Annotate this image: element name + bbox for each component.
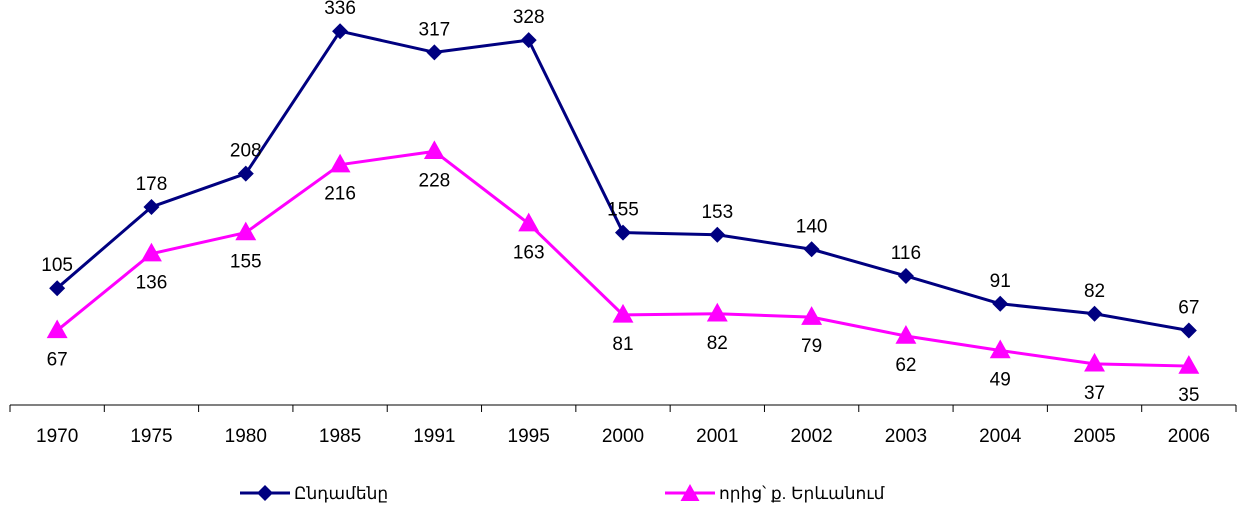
data-label: 62 — [895, 355, 916, 376]
data-label: 163 — [513, 243, 545, 264]
data-point-diamond — [709, 226, 726, 243]
data-label: 336 — [324, 0, 356, 19]
data-point-triangle — [141, 242, 162, 262]
data-point-triangle — [518, 212, 540, 232]
data-label: 328 — [513, 7, 545, 28]
data-point-diamond — [897, 267, 914, 284]
data-label: 178 — [136, 174, 168, 195]
x-tick-label: 1975 — [130, 426, 172, 447]
data-label: 136 — [136, 273, 168, 294]
data-point-diamond — [143, 198, 160, 215]
data-label: 155 — [230, 252, 262, 273]
x-tick-label: 2000 — [602, 426, 644, 447]
data-label: 228 — [419, 170, 451, 191]
data-point-triangle — [235, 221, 257, 241]
data-point-triangle — [706, 302, 728, 322]
x-tick-label: 2005 — [1073, 426, 1115, 447]
data-point-triangle — [989, 339, 1011, 359]
data-point-diamond — [332, 23, 349, 40]
legend-label: Ընդամենը — [294, 484, 388, 503]
data-point-triangle — [329, 153, 351, 173]
data-label: 82 — [1084, 281, 1105, 302]
data-label: 37 — [1084, 383, 1105, 404]
data-label: 153 — [701, 202, 733, 223]
data-point-diamond — [615, 224, 631, 241]
legend-marker-diamond — [257, 485, 273, 501]
data-point-diamond — [49, 280, 66, 297]
x-tick-label: 2006 — [1168, 426, 1210, 447]
series-line-0 — [56, 29, 1190, 332]
data-label: 155 — [607, 200, 639, 221]
x-tick-label: 2004 — [979, 426, 1022, 447]
data-label: 317 — [419, 19, 451, 40]
x-tick-label: 1991 — [413, 426, 455, 447]
data-label: 140 — [796, 216, 828, 237]
x-tick-label: 2001 — [696, 426, 738, 447]
data-label: 35 — [1178, 385, 1199, 406]
data-label: 82 — [707, 333, 728, 354]
data-point-diamond — [803, 241, 820, 258]
data-point-diamond — [426, 44, 443, 61]
data-point-triangle — [46, 319, 68, 339]
data-point-diamond — [1180, 322, 1197, 339]
data-label: 79 — [801, 336, 822, 357]
data-point-triangle — [895, 325, 917, 344]
x-tick-label: 1985 — [319, 426, 361, 447]
x-tick-label: 1995 — [508, 426, 550, 447]
data-point-diamond — [1086, 305, 1103, 322]
data-label: 67 — [1178, 297, 1199, 318]
data-point-diamond — [992, 295, 1009, 312]
legend-marker-triangle — [680, 484, 700, 501]
data-point-triangle — [1178, 355, 1200, 374]
data-point-triangle — [801, 306, 823, 325]
data-point-diamond — [520, 32, 537, 49]
data-point-diamond — [237, 165, 254, 182]
x-tick-label: 2002 — [790, 426, 832, 447]
data-label: 91 — [990, 271, 1011, 292]
x-tick-label: 1970 — [36, 426, 78, 447]
x-tick-label: 2003 — [885, 426, 927, 447]
data-label: 81 — [612, 334, 633, 355]
x-tick-label: 1980 — [225, 426, 267, 447]
data-point-triangle — [612, 303, 634, 323]
data-label: 105 — [41, 255, 73, 276]
data-label: 49 — [990, 369, 1011, 390]
data-label: 67 — [47, 349, 68, 370]
data-label: 216 — [324, 184, 356, 205]
data-point-triangle — [1084, 352, 1105, 372]
data-label: 116 — [891, 243, 921, 264]
legend-label: որից՝ ք. Երևանում — [719, 484, 885, 503]
data-label: 208 — [230, 141, 262, 162]
data-point-triangle — [423, 140, 445, 160]
